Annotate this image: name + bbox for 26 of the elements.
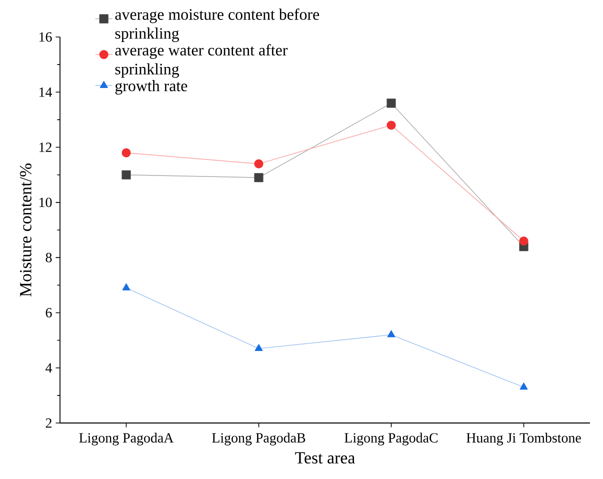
point xyxy=(386,120,396,130)
point xyxy=(254,173,264,182)
y-tick-label: 8 xyxy=(46,252,52,262)
y-tick-label: 16 xyxy=(40,32,52,42)
point xyxy=(519,236,528,246)
legend-label: growth rate xyxy=(115,80,188,95)
point xyxy=(386,98,396,108)
y-tick-label: 12 xyxy=(40,142,52,152)
point xyxy=(122,170,131,180)
y-tick-label: 4 xyxy=(46,363,52,372)
y-tick-label: 6 xyxy=(46,308,52,318)
x-tick-label: Ligong PagodaC xyxy=(344,432,438,446)
point xyxy=(122,283,130,290)
point xyxy=(254,159,264,168)
y-tick-label: 10 xyxy=(40,198,52,208)
point xyxy=(387,330,396,338)
y-tick-label: 2 xyxy=(46,418,52,428)
x-tick-label: Ligong PagodaA xyxy=(79,432,174,446)
x-tick-label: Ligong PagodaB xyxy=(212,432,306,446)
y-tick-label: 14 xyxy=(40,88,52,97)
point xyxy=(122,148,131,158)
point xyxy=(520,382,528,390)
y-axis-title: Moisture content/% xyxy=(20,164,32,297)
x-tick-label: Huang Ji Tombstone xyxy=(466,432,581,446)
x-axis-title: Test area xyxy=(295,452,355,464)
point xyxy=(254,344,263,351)
